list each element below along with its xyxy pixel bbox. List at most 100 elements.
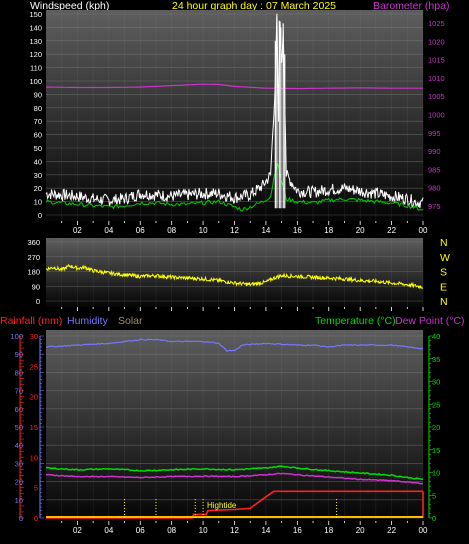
wind-average-line <box>45 160 424 212</box>
rainfall-axis-title: Rainfall (mm) <box>0 315 63 327</box>
direction-y-tick-label: 270 <box>27 253 40 262</box>
x-tick-label: 06 <box>136 226 145 235</box>
wind-y-tick-label: 90 <box>34 90 42 99</box>
temperature-y-tick-label: 5 <box>432 491 436 500</box>
humidity-y-tick-label: 10 <box>15 496 23 505</box>
humidity-y-tick-label: 20 <box>15 478 23 487</box>
direction-compass-label: S <box>440 267 447 279</box>
wind-y-tick-label: 150 <box>29 10 42 19</box>
humidity-y-tick-label: 80 <box>15 368 23 377</box>
wind-panel-background <box>46 10 423 221</box>
barometer-y-tick-label: 1020 <box>428 37 445 46</box>
barometer-y-tick-label: 1010 <box>428 74 445 83</box>
barometer-y-tick-label: 980 <box>428 184 441 193</box>
wind-gust-line <box>45 13 424 209</box>
direction-y-tick-label: 360 <box>27 238 40 247</box>
x-tick-label: 04 <box>104 526 113 535</box>
barometer-y-tick-label: 990 <box>428 147 441 156</box>
wind-y-tick-label: 110 <box>30 64 42 73</box>
rainfall-y-tick-label: 15 <box>30 423 38 432</box>
wind-y-tick-label: 50 <box>34 144 42 153</box>
barometer-axis-title: Barometer (hpa) <box>373 0 450 12</box>
rainfall-y-tick-label: 25 <box>30 362 38 371</box>
dewpoint-legend: Dew Point (°C) <box>395 315 465 327</box>
x-tick-label: 00 <box>419 226 428 235</box>
rainfall-y-tick-label: 10 <box>30 453 38 462</box>
x-tick-label: 06 <box>136 526 145 535</box>
x-tick-label: 00 <box>419 526 428 535</box>
wind-y-tick-label: 120 <box>29 50 42 59</box>
humidity-y-tick-label: 0 <box>19 514 23 523</box>
wind-y-tick-label: 130 <box>29 37 42 46</box>
hightide-annotation: Hightide <box>207 501 237 510</box>
humidity-y-tick-label: 100 <box>10 332 23 341</box>
direction-compass-label: N <box>440 296 448 308</box>
rainfall-y-tick-label: 5 <box>34 484 38 493</box>
temperature-y-tick-label: 40 <box>432 332 440 341</box>
x-tick-label: 12 <box>230 526 239 535</box>
wind-y-tick-label: 80 <box>34 104 42 113</box>
x-tick-label: 22 <box>387 526 396 535</box>
x-tick-label: 14 <box>261 226 270 235</box>
x-tick-label: 16 <box>293 526 302 535</box>
rainfall-line <box>46 490 423 519</box>
temperature-y-tick-label: 20 <box>432 423 440 432</box>
x-tick-label: 10 <box>199 226 208 235</box>
temperature-y-tick-label: 15 <box>432 446 440 455</box>
temperature-axis-title: Temperature (°C) <box>315 315 396 327</box>
temperature-y-tick-label: 35 <box>432 355 440 364</box>
x-tick-label: 16 <box>293 226 302 235</box>
x-tick-label: 02 <box>73 226 82 235</box>
humidity-line <box>46 338 424 352</box>
solar-legend: Solar <box>118 315 143 327</box>
temperature-y-tick-label: 30 <box>432 378 440 387</box>
barometer-y-tick-label: 1000 <box>428 111 445 120</box>
wind-y-tick-label: 70 <box>34 117 42 126</box>
wind-y-tick-label: 20 <box>34 184 42 193</box>
barometer-y-tick-label: 1025 <box>428 19 445 28</box>
wind-y-tick-label: 100 <box>29 77 42 86</box>
temperature-y-tick-label: 0 <box>432 514 436 523</box>
wind-y-tick-label: 10 <box>34 198 42 207</box>
dewpoint-line <box>45 472 423 485</box>
barometer-y-tick-label: 995 <box>428 129 441 138</box>
barometer-y-tick-label: 985 <box>428 165 441 174</box>
graph-title: 24 hour graph day : 07 March 2025 <box>172 0 337 12</box>
temperature-y-tick-label: 25 <box>432 400 440 409</box>
humidity-y-tick-label: 50 <box>15 423 23 432</box>
humidity-y-tick-label: 30 <box>15 459 23 468</box>
direction-y-tick-label: 180 <box>27 268 40 277</box>
x-tick-label: 10 <box>199 526 208 535</box>
x-tick-label: 14 <box>261 526 270 535</box>
rainfall-y-tick-label: 30 <box>30 332 38 341</box>
humidity-y-tick-label: 60 <box>15 405 23 414</box>
windspeed-axis-title: Windspeed (kph) <box>30 0 110 12</box>
direction-compass-label: E <box>440 281 447 293</box>
direction-compass-label: W <box>440 252 450 264</box>
climate-panel-background <box>46 330 423 521</box>
x-tick-label: 04 <box>104 226 113 235</box>
wind-direction-line <box>45 263 424 290</box>
wind-y-tick-label: 140 <box>29 23 42 32</box>
rainfall-y-tick-label: 0 <box>34 514 38 523</box>
wind-y-tick-label: 40 <box>34 157 42 166</box>
x-tick-label: 22 <box>387 226 396 235</box>
x-tick-label: 02 <box>73 526 82 535</box>
x-tick-label: 18 <box>324 526 333 535</box>
barometer-line <box>46 83 423 90</box>
direction-y-tick-label: 0 <box>36 297 40 306</box>
humidity-y-tick-label: 40 <box>15 441 23 450</box>
x-tick-label: 08 <box>167 226 176 235</box>
barometer-y-tick-label: 1005 <box>428 92 445 101</box>
humidity-y-tick-label: 90 <box>15 350 23 359</box>
temperature-line <box>45 465 423 481</box>
humidity-legend: Humidity <box>67 315 108 327</box>
direction-y-tick-label: 90 <box>32 282 40 291</box>
wind-y-tick-label: 0 <box>38 211 42 220</box>
x-tick-label: 20 <box>356 226 365 235</box>
humidity-y-tick-label: 70 <box>15 387 23 396</box>
wind-y-tick-label: 30 <box>34 171 42 180</box>
direction-compass-label: N <box>440 237 448 249</box>
